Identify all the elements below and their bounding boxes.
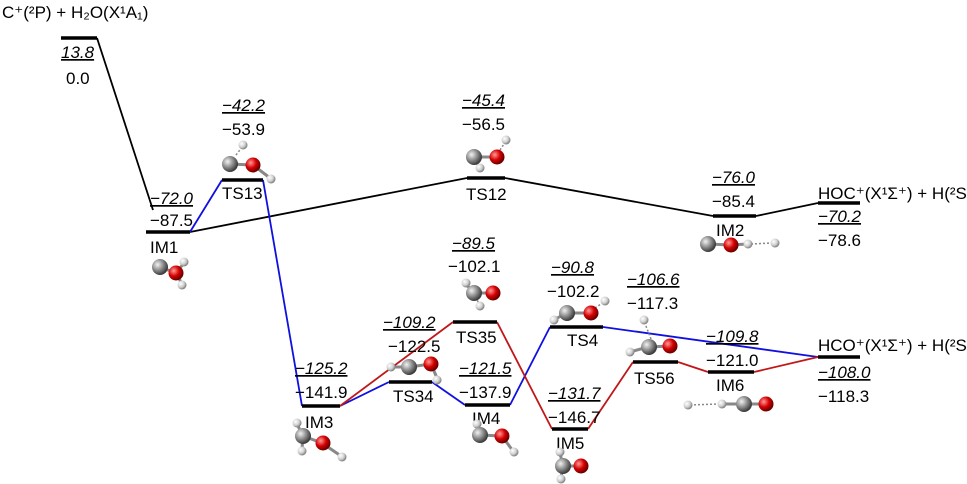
energy-upper-hco: −108.0 — [818, 363, 871, 382]
molecule-im1 — [152, 257, 189, 290]
reactants-label: C⁺(²P) + H₂O(X¹A₁) — [2, 3, 149, 22]
molecule-ts34 — [386, 356, 442, 385]
energy-lower-im2: −85.4 — [712, 192, 755, 211]
energy-lower-ts13: −53.9 — [222, 120, 265, 139]
energy-upper-ts34: −109.2 — [383, 313, 436, 332]
molecule-ts56 — [625, 315, 678, 357]
blue-pathway — [189, 179, 819, 407]
molecule-ts4 — [549, 296, 610, 325]
energy-lower-ts12: −56.5 — [462, 115, 505, 134]
energy-upper-im2: −76.0 — [712, 168, 756, 187]
energy-upper-ts12: −45.4 — [462, 91, 505, 110]
energy-upper-im3: −125.2 — [295, 359, 348, 378]
name-im6: IM6 — [716, 376, 744, 395]
energy-lower-im5: −146.7 — [548, 408, 600, 427]
molecule-im5 — [555, 447, 589, 484]
connector-im1-ts13 — [189, 179, 223, 233]
molecule-im6 — [683, 396, 774, 412]
energy-upper-ts13: −42.2 — [222, 96, 266, 115]
black-pathway — [96, 37, 819, 233]
energy-upper-im1: −72.0 — [150, 189, 194, 208]
connector-ts12-im2 — [504, 177, 714, 217]
name-im3: IM3 — [305, 413, 333, 432]
energy-upper-hoc: −70.2 — [818, 207, 862, 226]
energy-upper-ts56: −106.6 — [627, 270, 680, 289]
energy-lower-im1: −87.5 — [150, 211, 193, 230]
molecule-im2 — [700, 236, 780, 253]
energy-lower-im4: −137.9 — [459, 383, 511, 402]
connector-ts13-im3 — [262, 179, 303, 407]
connector-im5-ts56 — [587, 361, 634, 430]
name-ts34: TS34 — [393, 387, 434, 406]
energy-lower-ts34: −122.5 — [388, 337, 440, 356]
molecule-ts35 — [461, 278, 501, 311]
energy-lower-im3: −141.9 — [295, 383, 347, 402]
connector-im4-ts4 — [509, 326, 551, 406]
product-hco-label: HCO⁺(X¹Σ⁺) + H(²S) — [818, 336, 967, 355]
connector-im6-hco — [753, 356, 819, 373]
energy-upper-reactants: 13.8 — [61, 43, 95, 62]
energy-upper-im5: −131.7 — [548, 384, 601, 403]
energy-lower-hoc: −78.6 — [818, 231, 861, 250]
connector-ts56-im6 — [677, 361, 709, 373]
energy-upper-im4: −121.5 — [459, 359, 512, 378]
name-ts12: TS12 — [466, 185, 507, 204]
product-hoc-label: HOC⁺(X¹Σ⁺) + H(²S) — [818, 184, 967, 203]
molecule-ts12 — [466, 135, 511, 173]
connector-ts4-hco — [602, 326, 819, 358]
energy-lower-hco: −118.3 — [818, 387, 869, 406]
name-ts35: TS35 — [456, 328, 497, 347]
name-ts4: TS4 — [567, 331, 598, 350]
connector-im3-ts34 — [339, 381, 390, 407]
red-pathway — [339, 321, 819, 430]
name-im5: IM5 — [556, 434, 584, 453]
energy-lower-ts35: −102.1 — [448, 257, 500, 276]
name-im2: IM2 — [716, 221, 744, 240]
name-ts56: TS56 — [634, 369, 675, 388]
energy-labels: 13.8 0.0 −72.0 −87.5 IM1 −42.2 −53.9 TS1… — [61, 43, 871, 453]
energy-lower-reactants: 0.0 — [66, 69, 90, 88]
connector-im1-ts12 — [189, 177, 468, 233]
connector-im2-hoc — [755, 202, 819, 217]
connector-reactants-im1 — [96, 37, 154, 211]
name-im1: IM1 — [150, 238, 178, 257]
connector-im3-ts35 — [339, 321, 454, 407]
molecule-ts13 — [222, 140, 276, 184]
energy-levels — [61, 36, 860, 431]
energy-lower-ts56: −117.3 — [627, 294, 678, 313]
energy-upper-im6: −109.8 — [706, 327, 759, 346]
energy-lower-ts4: −102.2 — [547, 282, 599, 301]
energy-upper-ts35: −89.5 — [452, 234, 496, 253]
molecule-structures — [152, 135, 780, 484]
energy-upper-ts4: −90.8 — [551, 258, 595, 277]
energy-lower-im6: −121.0 — [706, 351, 758, 370]
connector-ts35-im5 — [496, 321, 553, 430]
name-ts13: TS13 — [222, 184, 263, 203]
connector-ts34-im4 — [431, 381, 466, 406]
molecule-im3 — [292, 418, 347, 462]
molecule-im4 — [472, 419, 519, 457]
